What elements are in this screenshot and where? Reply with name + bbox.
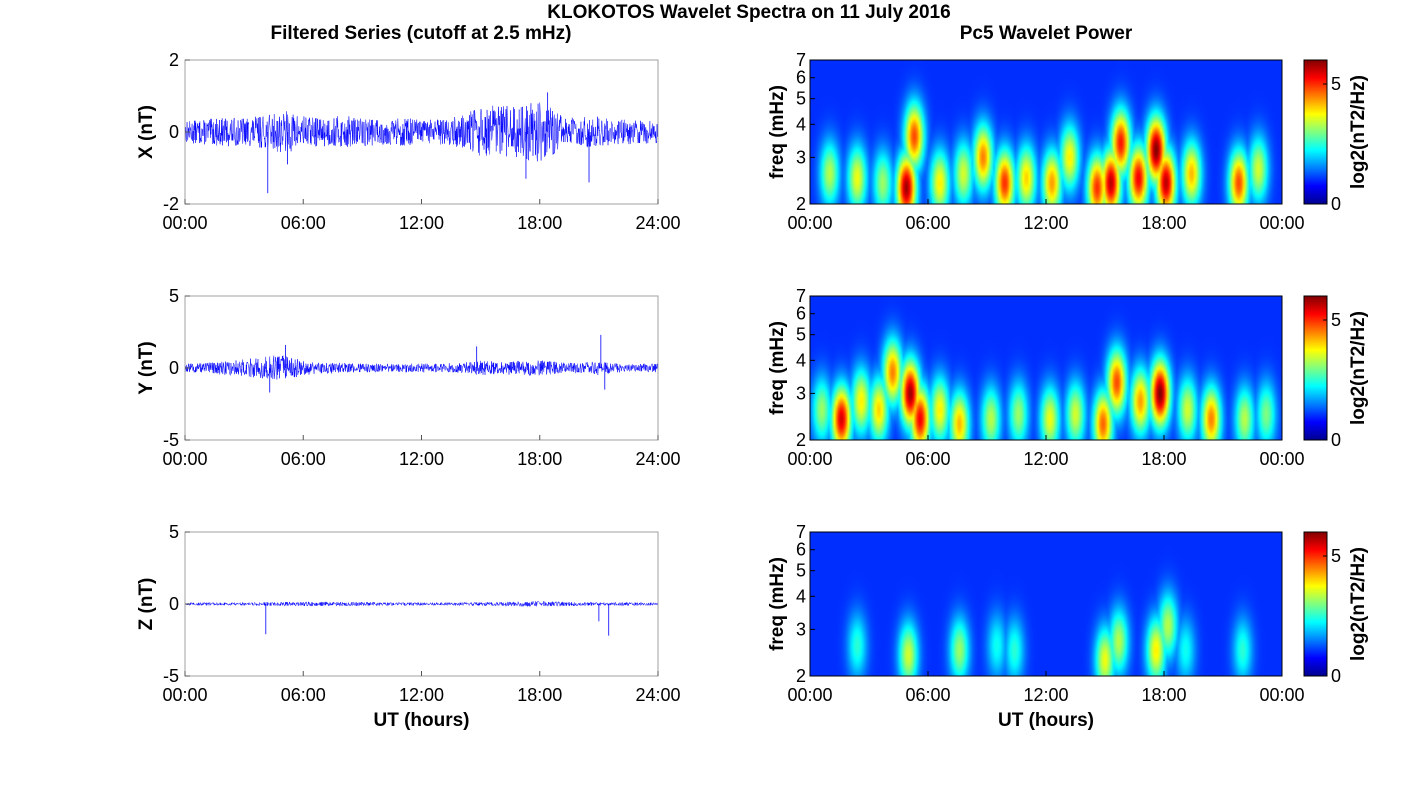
y-axis-label: X (nT) bbox=[136, 105, 157, 159]
y-axis-label: Y (nT) bbox=[136, 341, 157, 394]
x-tick-label: 00:00 bbox=[1259, 213, 1304, 233]
y-axis-label: Z (nT) bbox=[136, 578, 157, 631]
x-tick-label: 06:00 bbox=[905, 213, 950, 233]
x-tick-label: 12:00 bbox=[1023, 213, 1068, 233]
x-tick-label: 18:00 bbox=[1141, 685, 1186, 705]
right-column-title: Pc5 Wavelet Power bbox=[960, 23, 1133, 44]
x-tick-label: 18:00 bbox=[517, 213, 562, 233]
y-tick-label: 7 bbox=[796, 286, 806, 306]
figure-title: KLOKOTOS Wavelet Spectra on 11 July 2016 bbox=[547, 2, 950, 23]
y-tick-label: -2 bbox=[163, 194, 179, 214]
y-tick-label: 0 bbox=[169, 358, 179, 378]
y-tick-label: 3 bbox=[796, 147, 806, 167]
x-tick-label: 18:00 bbox=[517, 449, 562, 469]
y-tick-label: 7 bbox=[796, 50, 806, 70]
series-line-x bbox=[184, 102, 659, 162]
y-tick-label: 4 bbox=[796, 114, 806, 134]
x-tick-label: 06:00 bbox=[905, 449, 950, 469]
colorbar-tick-label: 0 bbox=[1331, 666, 1341, 686]
y-tick-label: 0 bbox=[169, 594, 179, 614]
left-column-title: Filtered Series (cutoff at 2.5 mHz) bbox=[271, 23, 572, 44]
x-tick-label: 00:00 bbox=[1259, 685, 1304, 705]
colorbar-label: log2(nT2/Hz) bbox=[1348, 311, 1369, 425]
wavelet-power-image-x bbox=[810, 60, 1282, 204]
x-tick-label: 00:00 bbox=[1259, 449, 1304, 469]
y-tick-label: 2 bbox=[169, 50, 179, 70]
x-tick-label: 06:00 bbox=[281, 213, 326, 233]
series-panel-y: 5 0 -5 Y (nT) 00:00 06:00 12:00 18:00 24:00 bbox=[136, 286, 681, 469]
colorbar-label: log2(nT2/Hz) bbox=[1348, 75, 1369, 189]
x-tick-label: 06:00 bbox=[905, 685, 950, 705]
colorbar bbox=[1303, 59, 1328, 205]
x-tick-label: 00:00 bbox=[162, 449, 207, 469]
y-axis-label: freq (mHz) bbox=[767, 321, 788, 415]
y-tick-label: 5 bbox=[796, 561, 806, 581]
x-tick-label: 24:00 bbox=[635, 685, 680, 705]
y-tick-label: -5 bbox=[163, 430, 179, 450]
y-tick-label: 5 bbox=[169, 286, 179, 306]
x-tick-label: 00:00 bbox=[787, 449, 832, 469]
y-tick-label: 6 bbox=[796, 68, 806, 88]
y-tick-label: 0 bbox=[169, 122, 179, 142]
y-tick-label: 2 bbox=[796, 194, 806, 214]
x-tick-label: 00:00 bbox=[162, 213, 207, 233]
colorbar bbox=[1303, 295, 1328, 441]
colorbar bbox=[1303, 531, 1328, 677]
y-tick-label: 6 bbox=[796, 540, 806, 560]
wavelet-power-image-y bbox=[810, 296, 1282, 440]
x-tick-label: 24:00 bbox=[635, 449, 680, 469]
y-axis-label: freq (mHz) bbox=[767, 557, 788, 651]
y-tick-label: 2 bbox=[796, 666, 806, 686]
series-line-z bbox=[184, 600, 659, 608]
series-line-y bbox=[184, 355, 659, 380]
colorbar-tick-label: 5 bbox=[1331, 74, 1341, 94]
x-tick-label: 24:00 bbox=[635, 213, 680, 233]
y-tick-label: -5 bbox=[163, 666, 179, 686]
y-tick-label: 4 bbox=[796, 350, 806, 370]
x-tick-label: 12:00 bbox=[1023, 449, 1068, 469]
x-tick-label: 00:00 bbox=[162, 685, 207, 705]
series-panel-z: 5 0 -5 Z (nT) 00:00 06:00 12:00 18:00 24:00 UT (h… bbox=[136, 522, 681, 731]
y-tick-label: 2 bbox=[796, 430, 806, 450]
colorbar-tick-label: 0 bbox=[1331, 194, 1341, 214]
x-tick-label: 12:00 bbox=[399, 449, 444, 469]
x-tick-label: 06:00 bbox=[281, 449, 326, 469]
x-tick-label: 18:00 bbox=[1141, 449, 1186, 469]
x-axis-label: UT (hours) bbox=[373, 710, 469, 731]
x-tick-label: 18:00 bbox=[1141, 213, 1186, 233]
y-axis-label: freq (mHz) bbox=[767, 85, 788, 179]
y-tick-label: 5 bbox=[796, 89, 806, 109]
y-tick-label: 3 bbox=[796, 383, 806, 403]
colorbar-label: log2(nT2/Hz) bbox=[1348, 547, 1369, 661]
wavelet-power-image-z bbox=[810, 532, 1282, 676]
colorbar-tick-label: 5 bbox=[1331, 546, 1341, 566]
x-tick-label: 06:00 bbox=[281, 685, 326, 705]
x-tick-label: 18:00 bbox=[517, 685, 562, 705]
colorbar-tick-label: 5 bbox=[1331, 310, 1341, 330]
series-panel-x: 2 0 -2 X (nT) 00:00 06:00 12:00 18:00 24:00 bbox=[136, 50, 681, 233]
x-tick-label: 12:00 bbox=[399, 213, 444, 233]
y-tick-label: 7 bbox=[796, 522, 806, 542]
y-tick-label: 5 bbox=[796, 325, 806, 345]
y-tick-label: 3 bbox=[796, 619, 806, 639]
x-tick-label: 12:00 bbox=[399, 685, 444, 705]
x-tick-label: 00:00 bbox=[787, 213, 832, 233]
x-axis-label: UT (hours) bbox=[998, 710, 1094, 731]
x-tick-label: 00:00 bbox=[787, 685, 832, 705]
x-tick-label: 12:00 bbox=[1023, 685, 1068, 705]
y-tick-label: 5 bbox=[169, 522, 179, 542]
y-tick-label: 4 bbox=[796, 586, 806, 606]
colorbar-tick-label: 0 bbox=[1331, 430, 1341, 450]
y-tick-label: 6 bbox=[796, 304, 806, 324]
